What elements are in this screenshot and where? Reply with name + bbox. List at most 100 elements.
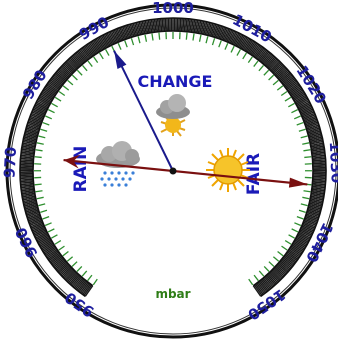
minor-tick <box>46 84 58 93</box>
minor-tick <box>24 205 38 210</box>
minor-tick <box>272 63 284 74</box>
sun-icon <box>206 148 250 192</box>
minor-tick <box>32 226 46 234</box>
minor-tick <box>307 128 321 134</box>
major-tick <box>296 215 304 220</box>
minor-tick <box>233 33 241 46</box>
major-tick <box>298 209 306 213</box>
minor-tick <box>305 214 319 221</box>
minor-tick <box>33 107 46 114</box>
minor-tick <box>57 69 69 80</box>
major-tick <box>277 251 284 257</box>
minor-tick <box>239 36 247 49</box>
minor-tick <box>304 218 317 225</box>
minor-tick <box>39 239 52 247</box>
minor-tick <box>279 261 290 271</box>
minor-tick <box>38 97 51 105</box>
minor-tick <box>27 121 41 127</box>
minor-tick <box>236 34 244 47</box>
minor-tick <box>20 182 34 186</box>
major-tick <box>291 228 299 233</box>
minor-tick <box>57 262 68 273</box>
minor-tick <box>55 260 67 270</box>
minor-tick <box>312 162 326 165</box>
minor-tick <box>23 202 37 207</box>
minor-tick <box>224 28 232 42</box>
minor-tick <box>48 81 60 91</box>
minor-tick <box>52 256 64 267</box>
minor-tick <box>28 118 42 125</box>
major-tick <box>263 265 270 272</box>
minor-tick <box>90 41 99 54</box>
minor-tick <box>51 255 63 265</box>
minor-tick <box>266 274 276 286</box>
minor-tick <box>96 37 105 50</box>
minor-tick <box>287 250 300 259</box>
minor-tick <box>21 146 35 151</box>
minor-tick <box>20 179 34 183</box>
minor-tick <box>58 68 70 79</box>
major-tick <box>185 32 188 40</box>
minor-tick <box>284 79 297 89</box>
sun-behind-cloud-icon <box>156 94 190 137</box>
major-tick <box>281 245 288 251</box>
minor-tick <box>226 29 233 43</box>
minor-tick <box>50 77 62 87</box>
major-tick <box>87 274 93 282</box>
minor-tick <box>301 109 314 117</box>
minor-tick <box>292 90 304 99</box>
minor-tick <box>166 18 169 32</box>
major-tick <box>36 196 44 200</box>
minor-tick <box>31 223 44 231</box>
minor-tick <box>290 246 302 255</box>
minor-tick <box>153 19 157 33</box>
minor-tick <box>309 137 323 142</box>
minor-tick <box>41 91 54 100</box>
major-tick <box>224 42 229 50</box>
minor-tick <box>21 148 35 152</box>
major-tick <box>253 60 259 67</box>
minor-tick <box>29 220 43 226</box>
major-tick <box>158 32 161 40</box>
minor-tick <box>284 254 296 264</box>
minor-tick <box>123 25 130 39</box>
minor-tick <box>66 60 77 71</box>
minor-tick <box>63 268 74 279</box>
minor-tick <box>194 19 199 33</box>
minor-tick <box>301 225 315 232</box>
minor-tick <box>79 281 89 294</box>
minor-tick <box>140 21 145 35</box>
major-tick <box>247 56 253 63</box>
minor-tick <box>241 37 250 50</box>
minor-tick <box>113 29 120 43</box>
minor-tick <box>99 36 107 49</box>
minor-tick <box>35 231 48 239</box>
minor-tick <box>24 133 38 138</box>
minor-tick <box>252 44 261 57</box>
minor-tick <box>304 217 318 224</box>
minor-tick <box>270 61 282 72</box>
minor-tick <box>272 268 283 279</box>
major-tick <box>50 234 58 239</box>
minor-tick <box>125 25 131 39</box>
major-tick <box>211 38 216 46</box>
minor-tick <box>29 218 42 225</box>
minor-tick <box>64 61 76 72</box>
minor-tick <box>34 105 47 113</box>
minor-tick <box>200 20 205 35</box>
minor-tick <box>255 47 265 59</box>
minor-tick <box>222 27 229 41</box>
minor-tick <box>291 244 304 253</box>
minor-tick <box>245 39 254 52</box>
minor-tick <box>312 159 326 162</box>
major-tick <box>42 121 50 126</box>
minor-tick <box>100 35 109 48</box>
minor-tick <box>59 67 71 78</box>
major-tick <box>198 34 202 42</box>
minor-tick <box>303 115 317 122</box>
minor-tick <box>47 82 59 92</box>
minor-tick <box>261 278 272 290</box>
minor-tick <box>277 263 288 274</box>
minor-tick <box>156 18 160 32</box>
